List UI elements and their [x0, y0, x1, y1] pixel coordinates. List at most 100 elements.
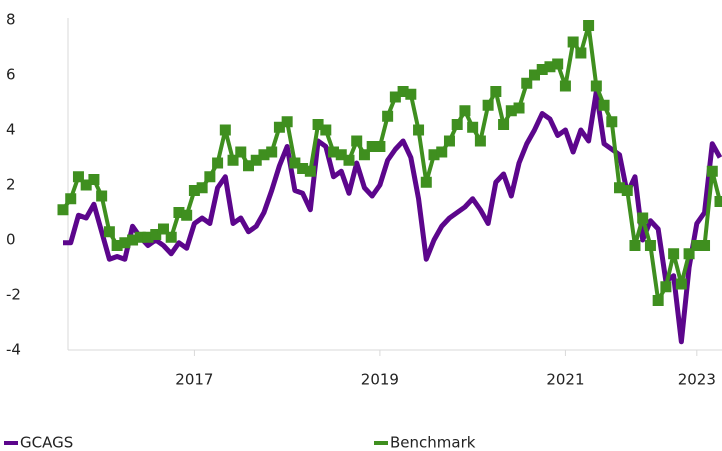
marker	[683, 248, 695, 260]
marker	[219, 124, 231, 136]
marker	[590, 80, 602, 92]
marker	[212, 157, 224, 169]
marker	[559, 80, 571, 92]
marker	[498, 119, 510, 130]
legend-label: GCAGS	[20, 434, 73, 451]
y-tick-label: 0	[6, 231, 16, 249]
marker	[443, 135, 455, 147]
marker	[273, 121, 285, 133]
marker	[420, 176, 432, 188]
marker	[552, 58, 564, 70]
marker	[467, 121, 479, 133]
y-tick-label: 8	[6, 11, 16, 29]
marker	[227, 154, 239, 166]
marker	[258, 149, 270, 161]
marker	[699, 240, 711, 251]
y-tick-label: 2	[6, 176, 16, 194]
marker	[536, 64, 548, 75]
marker	[451, 119, 463, 130]
marker	[614, 182, 626, 194]
marker	[637, 212, 649, 224]
marker	[103, 226, 115, 238]
marker	[111, 240, 123, 251]
marker	[528, 69, 540, 81]
marker	[235, 146, 247, 158]
marker	[304, 165, 316, 177]
y-tick-label: 6	[6, 66, 16, 84]
marker	[250, 154, 262, 166]
marker	[142, 231, 154, 243]
marker	[88, 174, 100, 185]
marker	[72, 171, 84, 183]
marker	[351, 135, 363, 147]
series-line	[63, 89, 722, 345]
marker	[668, 248, 680, 260]
marker	[374, 141, 386, 152]
marker	[482, 99, 494, 111]
marker	[413, 124, 425, 136]
marker	[490, 86, 502, 97]
marker	[181, 209, 193, 221]
marker	[714, 196, 722, 207]
x-tick-label: 2021	[546, 371, 584, 389]
marker	[127, 234, 139, 246]
marker	[459, 105, 471, 117]
marker	[583, 20, 595, 31]
marker	[382, 110, 394, 122]
marker	[196, 182, 208, 194]
marker	[65, 193, 77, 205]
y-tick-label: 4	[6, 121, 16, 139]
marker	[513, 102, 525, 114]
marker	[389, 91, 401, 103]
marker	[606, 116, 618, 128]
marker	[80, 179, 92, 191]
marker	[675, 278, 687, 290]
marker	[660, 281, 672, 293]
marker	[706, 165, 718, 177]
marker	[281, 116, 293, 128]
x-tick-label: 2017	[175, 371, 213, 389]
marker	[521, 77, 533, 89]
marker	[652, 295, 664, 306]
marker	[119, 237, 131, 249]
marker	[575, 47, 587, 59]
marker	[428, 149, 440, 161]
marker	[312, 119, 324, 130]
marker	[358, 149, 370, 161]
marker	[366, 141, 378, 152]
marker	[328, 146, 340, 158]
marker	[474, 135, 486, 147]
marker	[644, 240, 656, 251]
marker	[544, 61, 556, 73]
marker	[134, 231, 146, 243]
marker	[320, 124, 332, 136]
marker	[629, 240, 641, 251]
marker	[297, 163, 309, 174]
marker	[243, 160, 255, 172]
marker	[266, 146, 278, 158]
marker	[405, 88, 417, 100]
marker	[165, 231, 177, 243]
marker	[335, 149, 347, 161]
marker	[567, 36, 579, 48]
marker	[621, 185, 633, 196]
marker	[343, 154, 355, 166]
marker	[436, 146, 448, 158]
marker	[150, 229, 162, 240]
x-tick-label: 2023	[678, 371, 716, 389]
marker	[188, 185, 200, 196]
marker	[173, 207, 185, 218]
marker	[598, 99, 610, 111]
marker	[204, 171, 216, 183]
marker	[96, 190, 108, 202]
legend-label: Benchmark	[390, 434, 476, 451]
marker	[397, 86, 409, 97]
y-tick-label: -4	[6, 341, 21, 359]
marker	[157, 223, 169, 235]
x-tick-label: 2019	[361, 371, 399, 389]
marker	[505, 105, 517, 117]
y-tick-label: -2	[6, 286, 21, 304]
marker	[289, 157, 301, 169]
marker	[691, 240, 703, 251]
